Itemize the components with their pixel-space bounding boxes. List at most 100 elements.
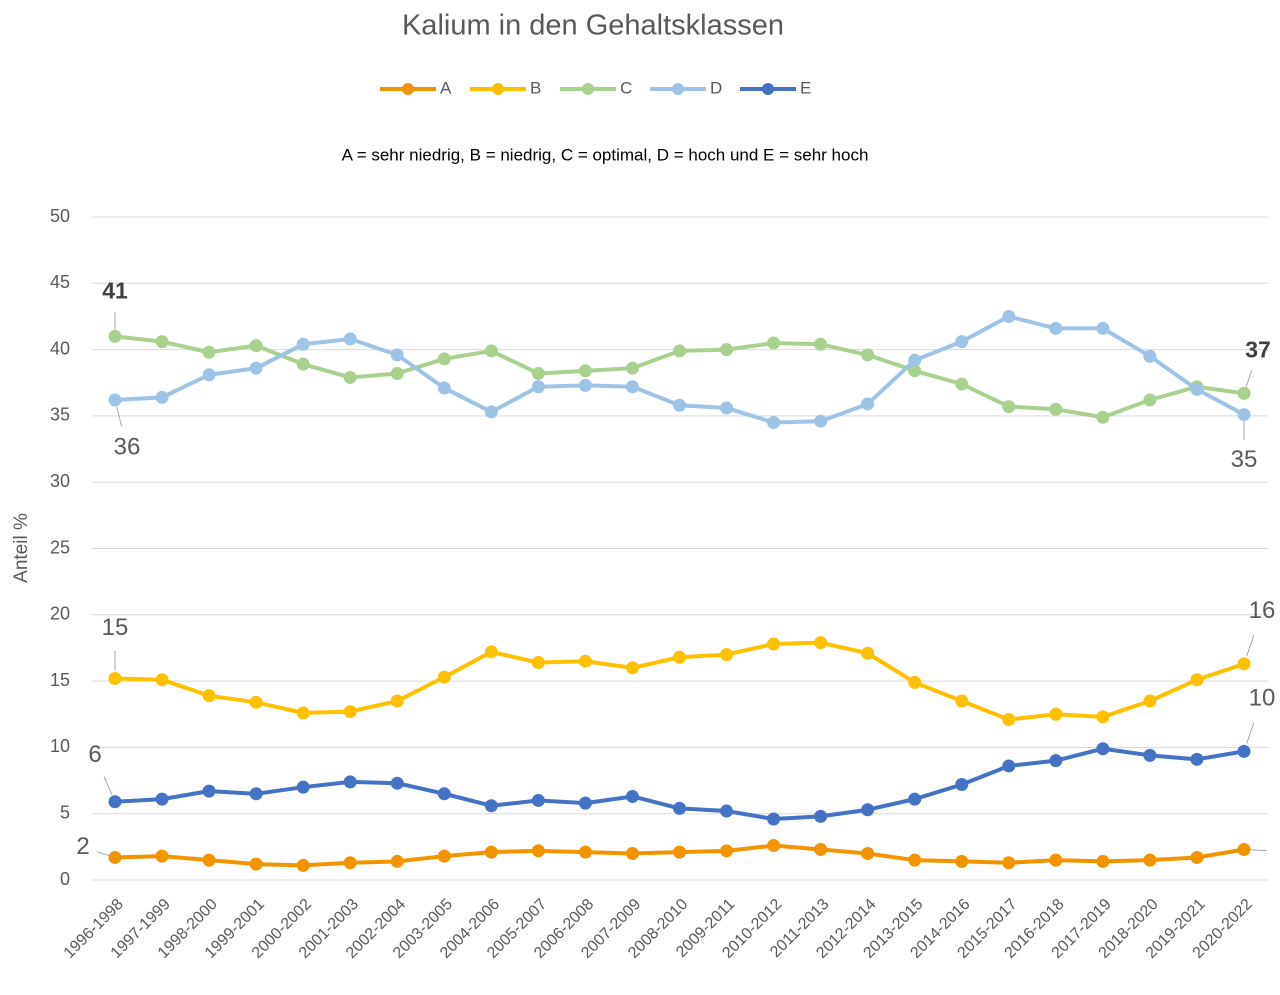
data-point [531, 793, 545, 807]
y-tick-label: 50 [50, 206, 70, 226]
data-point [1096, 742, 1110, 756]
data-point [108, 850, 122, 864]
data-point [343, 332, 357, 346]
data-point [202, 345, 216, 359]
y-tick-label: 5 [60, 802, 70, 822]
y-tick-label: 10 [50, 736, 70, 756]
data-point [861, 803, 875, 817]
legend-label: C [620, 78, 632, 97]
data-point [720, 648, 734, 662]
data-point [625, 789, 639, 803]
data-point [296, 337, 310, 351]
data-point [767, 336, 781, 350]
data-point [1002, 759, 1016, 773]
data-point [673, 650, 686, 664]
data-point [955, 694, 969, 708]
data-point [108, 671, 122, 685]
data-point [1237, 657, 1251, 671]
data-point [249, 787, 263, 801]
data-point [296, 706, 310, 720]
leader-line [1246, 635, 1255, 657]
data-point [249, 339, 263, 353]
data-point [1237, 744, 1251, 758]
data-point [1190, 673, 1204, 687]
data-point [578, 378, 592, 392]
data-point [1143, 393, 1157, 407]
data-point [1096, 854, 1110, 868]
legend-marker [672, 83, 684, 95]
data-point [767, 416, 781, 430]
data-point [814, 636, 828, 650]
data-point [484, 405, 498, 419]
data-point [814, 843, 828, 857]
data-point [108, 393, 122, 407]
data-point [908, 364, 922, 378]
leader-line [97, 851, 111, 857]
data-point [531, 844, 545, 858]
data-point [155, 849, 169, 863]
data-point [390, 694, 404, 708]
y-tick-label: 45 [50, 272, 70, 292]
y-tick-label: 30 [50, 471, 70, 491]
data-point [202, 784, 216, 798]
data-point [1143, 748, 1157, 762]
data-point [202, 368, 216, 382]
data-point [202, 689, 216, 703]
leader-line [116, 407, 123, 427]
data-point [437, 381, 451, 395]
data-point [437, 787, 451, 801]
data-point [578, 845, 592, 859]
data-point [108, 329, 122, 343]
data-point [1049, 321, 1063, 335]
data-point [437, 670, 451, 684]
data-point [108, 795, 122, 809]
data-point [861, 846, 875, 860]
y-tick-label: 20 [50, 604, 70, 624]
data-point [1096, 410, 1110, 424]
data-point [767, 839, 781, 853]
data-label: 10 [1249, 685, 1276, 712]
data-point [673, 801, 686, 815]
data-label: 37 [1245, 336, 1271, 362]
y-tick-label: 0 [60, 869, 70, 889]
data-point [625, 380, 639, 394]
legend-marker [492, 83, 504, 95]
data-point [343, 370, 357, 384]
data-point [1002, 400, 1016, 414]
data-point [390, 776, 404, 790]
data-point [1096, 710, 1110, 724]
y-tick-label: 15 [50, 670, 70, 690]
leader-line [1250, 849, 1268, 852]
data-point [908, 792, 922, 806]
data-point [390, 854, 404, 868]
data-point [814, 337, 828, 351]
data-point [1190, 752, 1204, 766]
data-point [673, 845, 686, 859]
data-label: 15 [102, 614, 129, 641]
data-point [720, 804, 734, 818]
data-point [720, 844, 734, 858]
legend-label: D [710, 78, 722, 97]
data-point [767, 812, 781, 826]
data-point [249, 857, 263, 871]
data-point [908, 353, 922, 367]
data-point [484, 344, 498, 358]
data-point [955, 335, 969, 349]
data-point [908, 853, 922, 867]
y-axis-label: Anteil % [11, 513, 32, 583]
data-point [955, 778, 969, 792]
legend-label: E [800, 78, 811, 97]
legend-label: B [530, 78, 541, 97]
data-point [1049, 853, 1063, 867]
data-label: 41 [102, 277, 128, 303]
subtitle: A = sehr niedrig, B = niedrig, C = optim… [342, 145, 869, 164]
data-point [484, 799, 498, 813]
y-tick-label: 40 [50, 338, 70, 358]
data-point [531, 656, 545, 670]
data-point [531, 366, 545, 380]
data-point [1143, 853, 1157, 867]
data-label: 36 [114, 433, 141, 460]
data-point [625, 846, 639, 860]
leader-line [103, 776, 113, 796]
